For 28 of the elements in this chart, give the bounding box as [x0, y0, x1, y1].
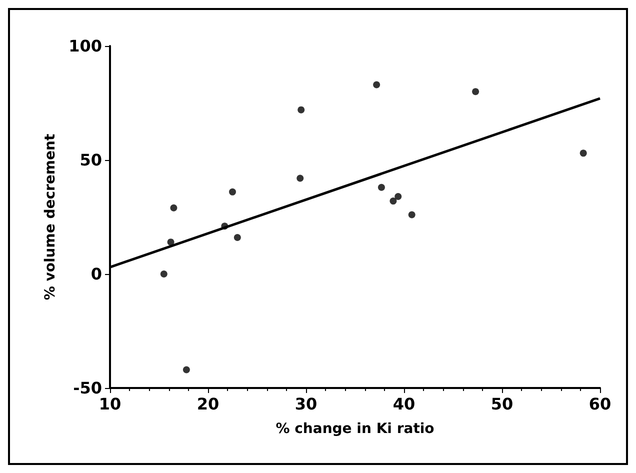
- point: [373, 81, 380, 88]
- x-tick-label: 10: [98, 394, 122, 414]
- point: [580, 150, 587, 157]
- point: [296, 174, 304, 182]
- point: [221, 222, 228, 230]
- point: [234, 234, 241, 242]
- y-tick-label: 0: [90, 264, 102, 284]
- point: [160, 270, 168, 278]
- x-tick-label: 20: [196, 394, 220, 414]
- point: [298, 106, 305, 114]
- y-tick-label: -50: [73, 378, 102, 398]
- x-tick-label: 50: [490, 394, 514, 414]
- point: [167, 238, 174, 246]
- y-tick-label: 100: [68, 36, 102, 56]
- point: [170, 204, 178, 212]
- x-axis-title: % change in Ki ratio: [276, 421, 435, 437]
- y-tick-label: 50: [80, 150, 102, 170]
- point: [390, 198, 397, 205]
- point: [408, 211, 416, 218]
- point: [472, 88, 480, 96]
- x-tick-label: 40: [392, 394, 416, 414]
- point: [182, 366, 190, 374]
- x-tick-label: 60: [588, 394, 612, 414]
- point: [229, 188, 236, 196]
- point: [378, 184, 385, 191]
- point: [394, 192, 402, 200]
- x-tick-label: 30: [294, 394, 318, 414]
- y-axis-title: % volume decrement: [42, 134, 59, 300]
